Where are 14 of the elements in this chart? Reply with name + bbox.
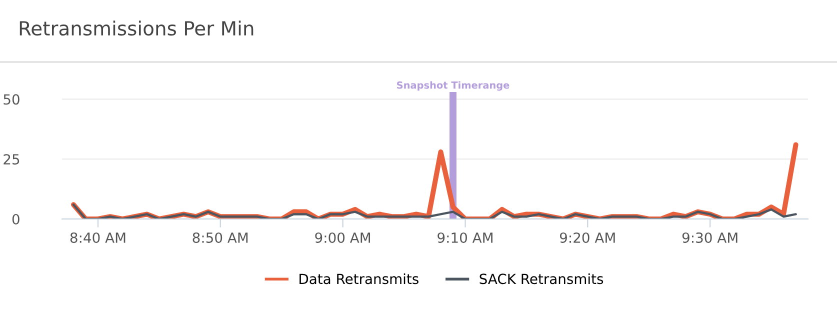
legend-label: SACK Retransmits	[480, 273, 604, 284]
y-tick-label: 25	[4, 154, 20, 165]
legend-label: Data Retransmits	[300, 273, 418, 284]
x-tick-label: 9:20 AM	[560, 232, 615, 243]
x-tick-label: 9:30 AM	[682, 232, 738, 243]
ref-line-label: Snapshot Timerange	[397, 81, 510, 91]
x-tick-label: 9:10 AM	[438, 232, 492, 243]
x-tick-label: 8:40 AM	[70, 232, 126, 243]
y-tick-label: 0	[12, 214, 20, 224]
chart-title: Retransmissions Per Min	[20, 20, 254, 36]
y-tick-label: 50	[4, 94, 20, 105]
x-tick-label: 9:00 AM	[315, 232, 370, 243]
x-tick-label: 8:50 AM	[192, 232, 248, 243]
line-series	[72, 204, 797, 219]
